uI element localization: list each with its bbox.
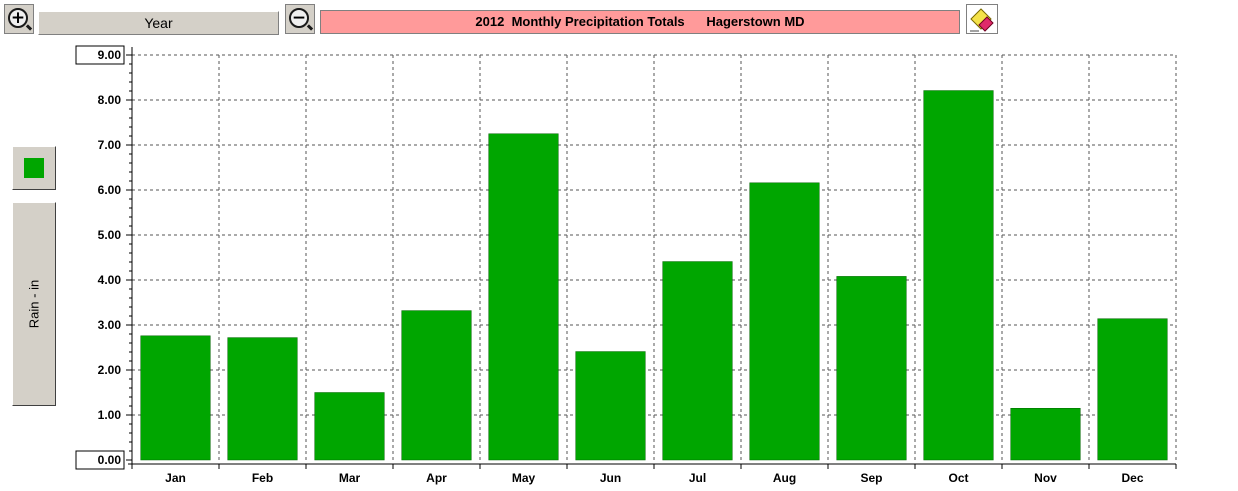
series-swatch	[24, 158, 44, 178]
zoom-out-icon: −	[289, 8, 309, 28]
bar-may	[488, 133, 559, 461]
y-tick-label: 0.00	[98, 453, 122, 467]
x-tick-label: Nov	[1034, 471, 1057, 485]
zoom-in-button[interactable]: +	[4, 4, 34, 34]
bar-jun	[575, 351, 646, 461]
x-tick-label: Aug	[773, 471, 796, 485]
y-range-box	[75, 45, 125, 65]
x-tick-label: May	[512, 471, 536, 485]
eraser-icon	[970, 8, 994, 32]
period-button[interactable]: Year	[38, 11, 279, 35]
bar-feb	[227, 337, 298, 461]
bar-dec	[1097, 318, 1168, 461]
y-tick-label: 2.00	[98, 363, 122, 377]
y-tick-label: 9.00	[98, 48, 122, 62]
x-tick-label: Jun	[600, 471, 621, 485]
y-range-box	[75, 450, 125, 470]
y-tick-label: 7.00	[98, 138, 122, 152]
x-tick-label: Mar	[339, 471, 361, 485]
x-tick-label: Oct	[948, 471, 968, 485]
y-tick-label: 6.00	[98, 183, 122, 197]
zoom-in-icon: +	[8, 8, 28, 28]
x-tick-label: Feb	[252, 471, 273, 485]
zoom-out-button[interactable]: −	[285, 4, 315, 34]
bar-jan	[140, 335, 211, 461]
y-tick-label: 1.00	[98, 408, 122, 422]
y-tick-label: 5.00	[98, 228, 122, 242]
x-tick-label: Jul	[689, 471, 706, 485]
chart-title: 2012 Monthly Precipitation Totals Hagers…	[320, 10, 960, 34]
bar-apr	[401, 310, 472, 461]
x-tick-label: Dec	[1121, 471, 1143, 485]
eraser-button[interactable]	[966, 4, 998, 34]
x-tick-label: Jan	[165, 471, 186, 485]
x-tick-label: Sep	[860, 471, 882, 485]
bar-mar	[314, 392, 385, 461]
bar-aug	[749, 182, 820, 461]
bar-nov	[1010, 408, 1081, 461]
series-color-button[interactable]	[12, 146, 56, 190]
y-tick-label: 3.00	[98, 318, 122, 332]
x-tick-label: Apr	[426, 471, 447, 485]
bar-sep	[836, 276, 907, 461]
bar-jul	[662, 261, 733, 461]
axis-label-button[interactable]: Rain - in	[12, 202, 56, 406]
bar-oct	[923, 90, 994, 461]
y-tick-label: 8.00	[98, 93, 122, 107]
y-tick-label: 4.00	[98, 273, 122, 287]
